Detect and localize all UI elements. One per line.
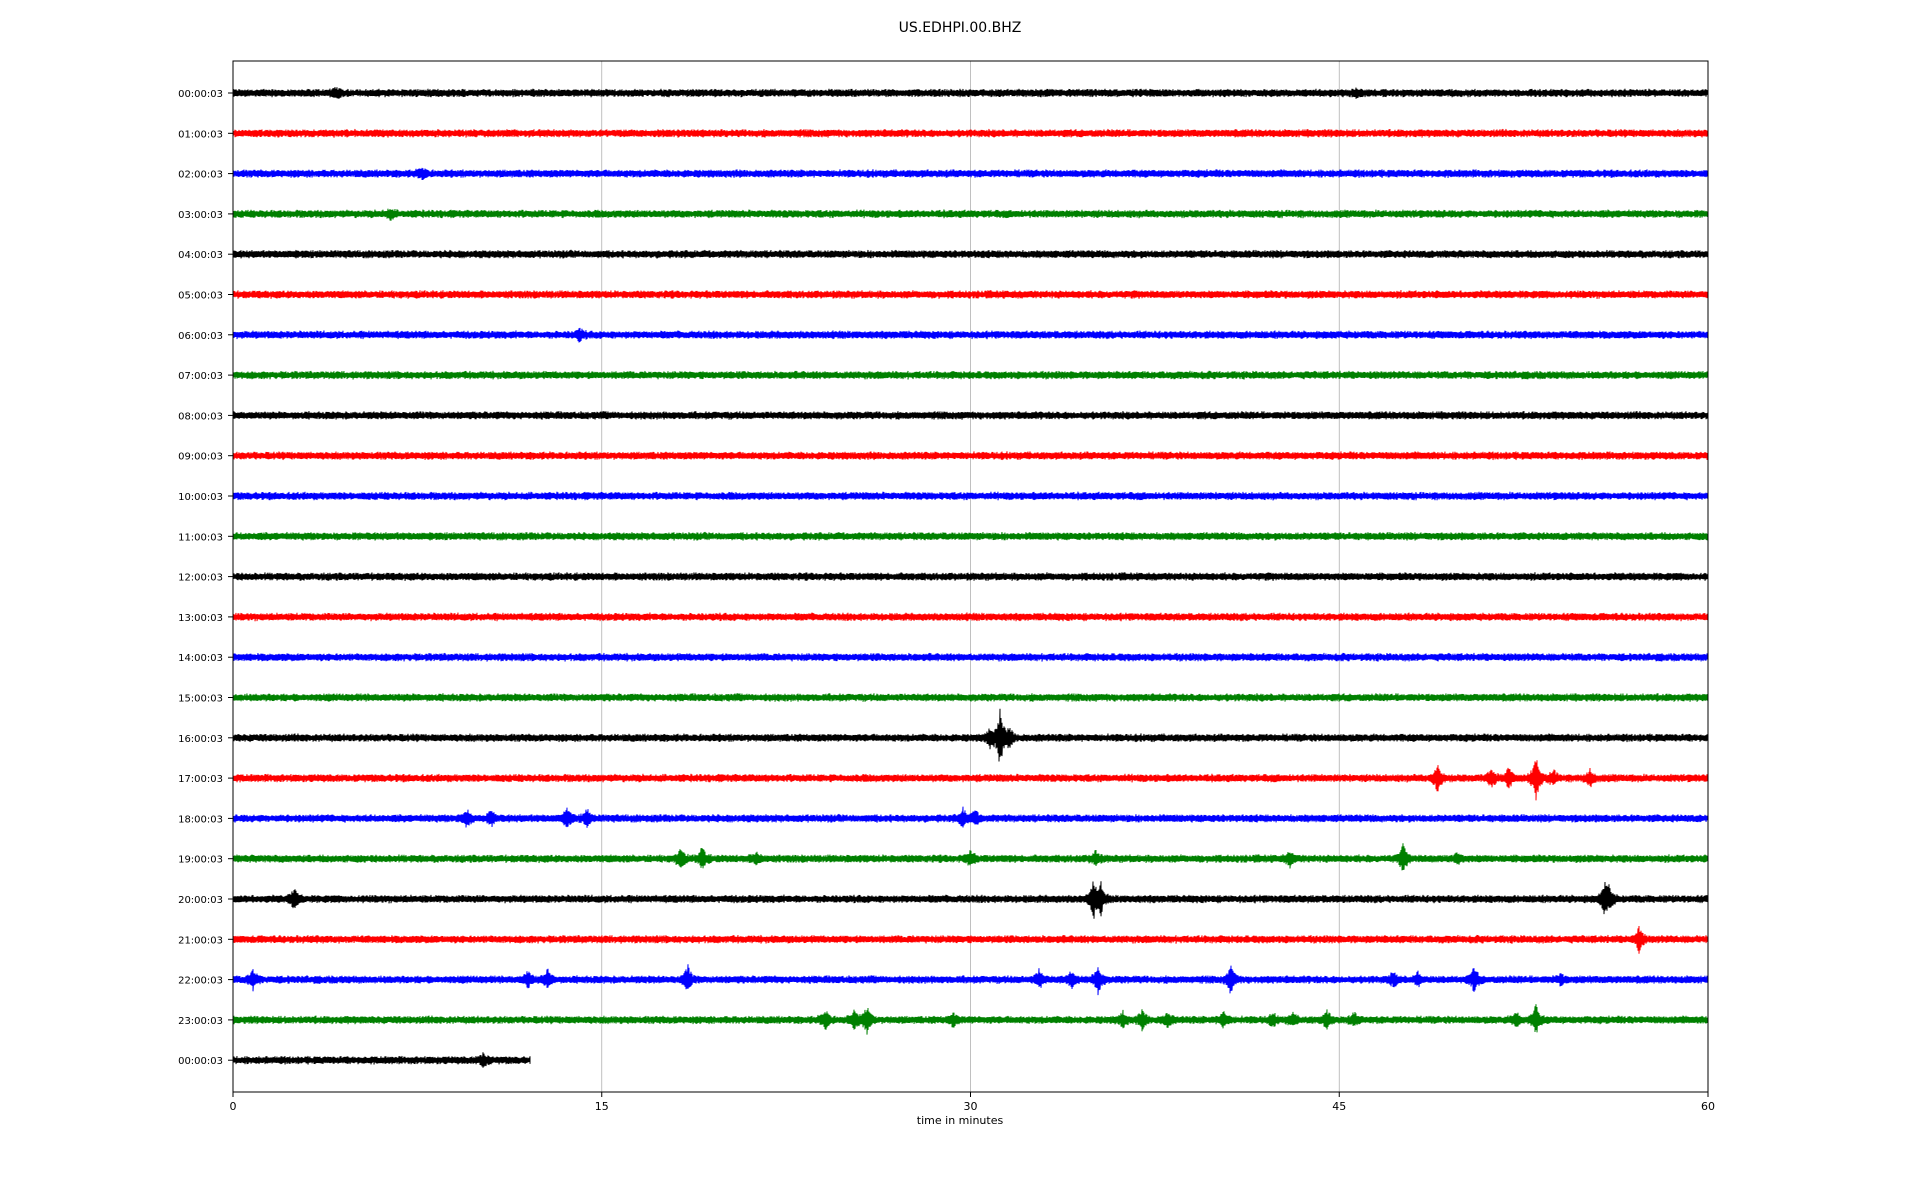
row-time-label: 11:00:03 (178, 532, 223, 543)
trace-line (232, 693, 1709, 702)
trace-line (232, 760, 1709, 801)
x-tick-label: 0 (230, 1100, 237, 1113)
row-time-label: 07:00:03 (178, 371, 223, 382)
row-time-label: 08:00:03 (178, 411, 223, 422)
row-time-label: 12:00:03 (178, 573, 223, 584)
trace-line (232, 1004, 1709, 1035)
trace-line (232, 128, 1709, 138)
x-tick-label: 15 (595, 1100, 609, 1113)
row-time-label: 16:00:03 (178, 734, 223, 745)
row-time-label: 05:00:03 (178, 291, 223, 302)
row-time-label: 03:00:03 (178, 210, 223, 221)
trace-line (232, 1052, 531, 1068)
trace-line (232, 370, 1709, 380)
trace-line (232, 411, 1709, 420)
row-time-label: 00:00:03 (178, 89, 223, 100)
trace-line (232, 249, 1709, 259)
row-time-label: 10:00:03 (178, 492, 223, 503)
trace-line (232, 327, 1709, 343)
row-time-label: 17:00:03 (178, 774, 223, 785)
trace-line (232, 881, 1709, 919)
row-time-label: 00:00:03 (178, 1056, 223, 1067)
x-tick-label: 45 (1332, 1100, 1346, 1113)
row-time-label: 02:00:03 (178, 170, 223, 181)
row-time-label: 09:00:03 (178, 452, 223, 463)
row-time-label: 13:00:03 (178, 613, 223, 624)
trace-line (232, 451, 1709, 461)
chart-title: US.EDHPI.00.BHZ (898, 20, 1022, 36)
row-time-label: 15:00:03 (178, 694, 223, 705)
row-time-labels: 00:00:03 01:00:03 02:00:03 03:00:03 04:00:03… (178, 89, 233, 1067)
trace-line (232, 87, 1709, 99)
row-time-label: 04:00:03 (178, 250, 223, 261)
trace-line (232, 806, 1709, 828)
trace-line (232, 652, 1709, 662)
trace-line (232, 964, 1709, 996)
trace-line (232, 167, 1709, 181)
trace-line (232, 531, 1709, 541)
row-time-label: 19:00:03 (178, 855, 223, 866)
x-tick-label: 30 (964, 1100, 978, 1113)
x-tick-label: 60 (1701, 1100, 1715, 1113)
row-time-label: 22:00:03 (178, 976, 223, 987)
row-time-label: 21:00:03 (178, 935, 223, 946)
trace-line (232, 491, 1709, 501)
row-time-label: 23:00:03 (178, 1016, 223, 1027)
trace-lines (232, 87, 1709, 1068)
axes-frame (232, 60, 1709, 1093)
trace-line (232, 208, 1709, 221)
row-time-label: 18:00:03 (178, 814, 223, 825)
row-time-label: 06:00:03 (178, 331, 223, 342)
trace-line (232, 925, 1709, 954)
trace-line (232, 612, 1709, 622)
x-axis-ticks: 0 15 30 45 60 (230, 1092, 1715, 1113)
row-time-label: 01:00:03 (178, 129, 223, 140)
trace-line (232, 572, 1709, 581)
x-axis-label: time in minutes (916, 1114, 1004, 1127)
trace-line (232, 290, 1709, 299)
trace-line (232, 708, 1709, 762)
row-time-label: 20:00:03 (178, 895, 223, 906)
row-time-label: 14:00:03 (178, 653, 223, 664)
trace-line (232, 843, 1709, 871)
